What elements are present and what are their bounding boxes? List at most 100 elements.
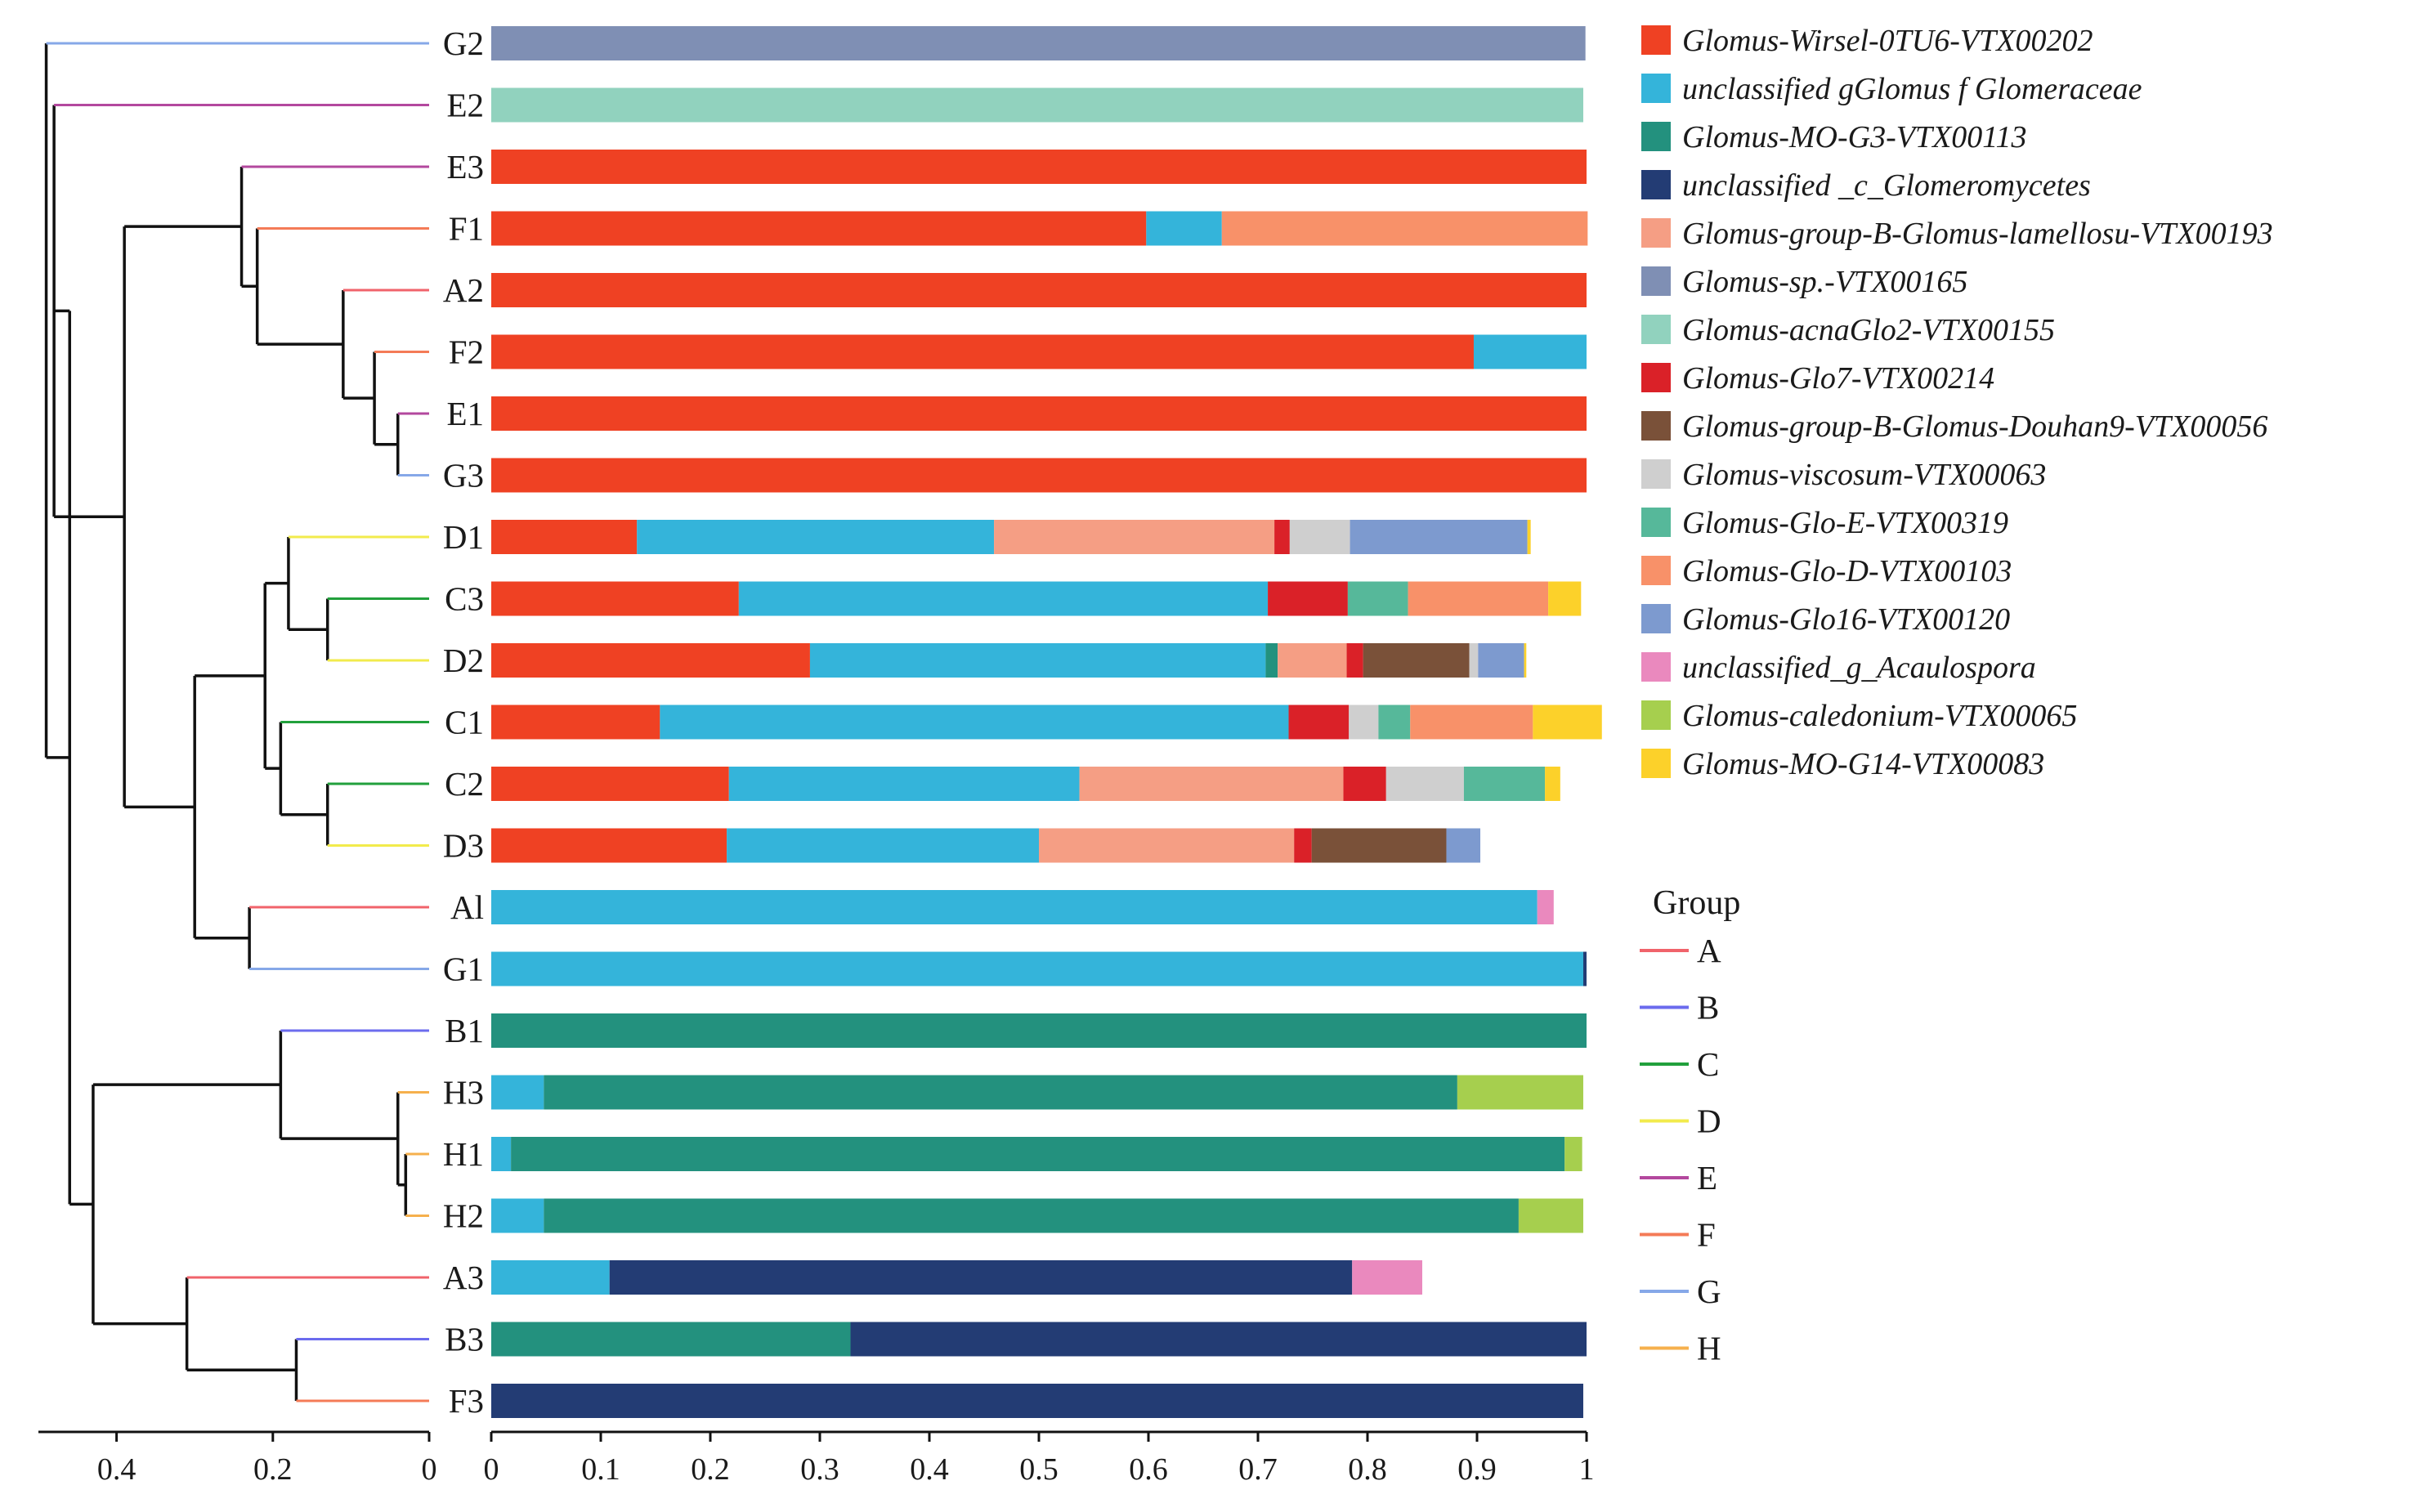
- bar-segment-d3-glomus-glo7-vtx00214: [1294, 828, 1312, 863]
- sample-label-d2: D2: [443, 642, 484, 679]
- bar-segment-h3-glomus-mo-g3-vtx00113: [544, 1075, 1457, 1110]
- bar-segment-c1-glomus-glo7-vtx00214: [1288, 705, 1350, 740]
- bar-segment-c3-glomus-mo-g14-vtx00083: [1548, 581, 1582, 616]
- legend-label-glomus-acnaglo2-vtx00155: Glomus-acnaGlo2-VTX00155: [1682, 313, 2055, 347]
- group-legend-label-d: D: [1697, 1103, 1721, 1140]
- sample-label-g2: G2: [443, 25, 484, 62]
- bar-segment-a3-unclassified-g-acaulospora: [1352, 1260, 1422, 1295]
- bar-segment-f2-unclassified-gglomus-f-glomeraceae: [1473, 334, 1587, 369]
- bar-segment-f2-glomus-wirsel-0tu6-vtx00202: [491, 334, 1474, 369]
- bar-segment-c1-glomus-glo-d-vtx00103: [1410, 705, 1533, 740]
- bar-segment-al-unclassified-g-acaulospora: [1537, 890, 1554, 924]
- bar-axis-tick-label-0-2: 0.2: [691, 1452, 730, 1487]
- stacked-bars: [491, 26, 1602, 1418]
- legend-swatch-glomus-mo-g14-vtx00083: [1641, 749, 1671, 778]
- bar-segment-g2-glomus-sp-vtx00165: [491, 26, 1586, 60]
- sample-label-h1: H1: [443, 1135, 484, 1173]
- sample-label-h2: H2: [443, 1197, 484, 1235]
- sample-label-e1: E1: [446, 395, 484, 432]
- legend-label-glomus-mo-g3-vtx00113: Glomus-MO-G3-VTX00113: [1682, 120, 2026, 154]
- bar-segment-d2-glomus-wirsel-0tu6-vtx00202: [491, 643, 810, 678]
- bar-segment-h1-unclassified-gglomus-f-glomeraceae: [491, 1137, 512, 1171]
- bar-segment-c2-unclassified-gglomus-f-glomeraceae: [728, 767, 1080, 801]
- sample-label-b3: B3: [445, 1321, 484, 1358]
- bar-segment-g1-unclassified-c-glomeromycetes: [1582, 951, 1587, 986]
- sample-label-h3: H3: [443, 1074, 484, 1112]
- sample-label-e3: E3: [446, 148, 484, 186]
- bar-segment-c1-glomus-glo-e-vtx00319: [1378, 705, 1411, 740]
- bar-axis-tick-label-0-5: 0.5: [1019, 1452, 1059, 1487]
- sample-label-c1: C1: [445, 704, 484, 741]
- dendrogram-tick-label-0: 0: [422, 1452, 437, 1487]
- legend-label-glomus-mo-g14-vtx00083: Glomus-MO-G14-VTX00083: [1682, 747, 2044, 781]
- legend-label-unclassified-c-glomeromycetes: unclassified _c_Glomeromycetes: [1682, 168, 2091, 203]
- bar-segment-d2-glomus-group-b-glomus-douhan9-vtx00056: [1363, 643, 1470, 678]
- bar-segment-g1-unclassified-gglomus-f-glomeraceae: [491, 951, 1583, 986]
- bar-segment-h2-glomus-mo-g3-vtx00113: [544, 1198, 1519, 1233]
- legend-swatch-glomus-group-b-glomus-douhan9-vtx00056: [1641, 411, 1671, 441]
- sample-label-f1: F1: [449, 210, 484, 248]
- sample-label-a3: A3: [443, 1259, 484, 1296]
- bar-segment-d1-unclassified-gglomus-f-glomeraceae: [637, 520, 995, 554]
- bar-segment-d1-glomus-glo7-vtx00214: [1274, 520, 1290, 554]
- bar-segment-d2-glomus-mo-g3-vtx00113: [1265, 643, 1278, 678]
- bar-segment-d3-unclassified-gglomus-f-glomeraceae: [727, 828, 1039, 863]
- bar-segment-c2-glomus-glo-e-vtx00319: [1463, 767, 1546, 801]
- bar-segment-d3-glomus-group-b-glomus-lamellosu-vtx00193: [1039, 828, 1295, 863]
- sample-label-e2: E2: [446, 87, 484, 124]
- sample-label-d3: D3: [443, 827, 484, 865]
- bar-segment-f3-unclassified-c-glomeromycetes: [491, 1384, 1583, 1418]
- legend-label-glomus-caledonium-vtx00065: Glomus-caledonium-VTX00065: [1682, 699, 2077, 733]
- group-legend-label-c: C: [1697, 1045, 1719, 1083]
- legend-label-glomus-viscosum-vtx00063: Glomus-viscosum-VTX00063: [1682, 458, 2046, 492]
- bar-segment-c3-glomus-glo-d-vtx00103: [1408, 581, 1549, 616]
- legend-swatch-glomus-caledonium-vtx00065: [1641, 700, 1671, 730]
- legend-swatch-glomus-glo-d-vtx00103: [1641, 556, 1671, 585]
- bar-segment-c3-glomus-wirsel-0tu6-vtx00202: [491, 581, 739, 616]
- bar-segment-d1-glomus-group-b-glomus-lamellosu-vtx00193: [994, 520, 1275, 554]
- bar-segment-h2-glomus-caledonium-vtx00065: [1518, 1198, 1583, 1233]
- bar-segment-d3-glomus-glo16-vtx00120: [1446, 828, 1481, 863]
- bar-segment-e3-glomus-wirsel-0tu6-vtx00202: [491, 150, 1587, 184]
- legend-label-glomus-group-b-glomus-lamellosu-vtx00193: Glomus-group-B-Glomus-lamellosu-VTX00193: [1682, 217, 2273, 251]
- bar-segment-d3-glomus-group-b-glomus-douhan9-vtx00056: [1311, 828, 1447, 863]
- sample-label-c2: C2: [445, 765, 484, 803]
- bar-segment-d1-glomus-viscosum-vtx00063: [1289, 520, 1350, 554]
- legend-swatch-glomus-glo-e-vtx00319: [1641, 508, 1671, 537]
- legend-swatch-glomus-acnaglo2-vtx00155: [1641, 315, 1671, 344]
- legend-swatch-glomus-mo-g3-vtx00113: [1641, 122, 1671, 151]
- bar-segment-h1-glomus-caledonium-vtx00065: [1564, 1137, 1582, 1171]
- dendrogram-axis: 0.4 0.2 0: [38, 1430, 437, 1487]
- bar-segment-c2-glomus-wirsel-0tu6-vtx00202: [491, 767, 729, 801]
- bar-axis-tick-label-0-8: 0.8: [1348, 1452, 1387, 1487]
- group-legend-label-a: A: [1697, 932, 1721, 969]
- sample-label-d1: D1: [443, 518, 484, 556]
- bar-segment-c2-glomus-mo-g14-vtx00083: [1545, 767, 1560, 801]
- sample-label-c3: C3: [445, 580, 484, 618]
- legend-swatch-unclassified-g-acaulospora: [1641, 652, 1671, 682]
- bar-x-axis: 0 0.1 0.2 0.3 0.4 0.5 0.6 0.7 0.8 0.9 1: [484, 1430, 1595, 1487]
- bar-segment-d2-unclassified-gglomus-f-glomeraceae: [809, 643, 1266, 678]
- legend-label-glomus-glo7-vtx00214: Glomus-Glo7-VTX00214: [1682, 361, 1994, 396]
- group-legend-label-g: G: [1697, 1273, 1721, 1310]
- bar-segment-al-unclassified-gglomus-f-glomeraceae: [491, 890, 1538, 924]
- bar-segment-a2-glomus-wirsel-0tu6-vtx00202: [491, 273, 1587, 307]
- legend-label-glomus-glo-d-vtx00103: Glomus-Glo-D-VTX00103: [1682, 554, 2012, 588]
- bar-axis-tick-label-0-9: 0.9: [1457, 1452, 1497, 1487]
- legend-swatch-glomus-group-b-glomus-lamellosu-vtx00193: [1641, 218, 1671, 248]
- bar-segment-d2-glomus-glo7-vtx00214: [1346, 643, 1363, 678]
- legend-swatch-glomus-wirsel-0tu6-vtx00202: [1641, 25, 1671, 55]
- bar-axis-tick-label-0-7: 0.7: [1238, 1452, 1278, 1487]
- bar-segment-a3-unclassified-c-glomeromycetes: [609, 1260, 1353, 1295]
- sample-label-f2: F2: [449, 333, 484, 371]
- bar-segment-c1-unclassified-gglomus-f-glomeraceae: [660, 705, 1289, 740]
- sample-label-a2: A2: [443, 271, 484, 309]
- bar-segment-h2-unclassified-gglomus-f-glomeraceae: [491, 1198, 544, 1233]
- bar-axis-tick-label-0: 0: [484, 1452, 499, 1487]
- bar-segment-c3-unclassified-gglomus-f-glomeraceae: [738, 581, 1269, 616]
- bar-segment-c2-glomus-group-b-glomus-lamellosu-vtx00193: [1079, 767, 1344, 801]
- dendrogram: [44, 42, 429, 1402]
- bar-segment-h3-unclassified-gglomus-f-glomeraceae: [491, 1075, 544, 1110]
